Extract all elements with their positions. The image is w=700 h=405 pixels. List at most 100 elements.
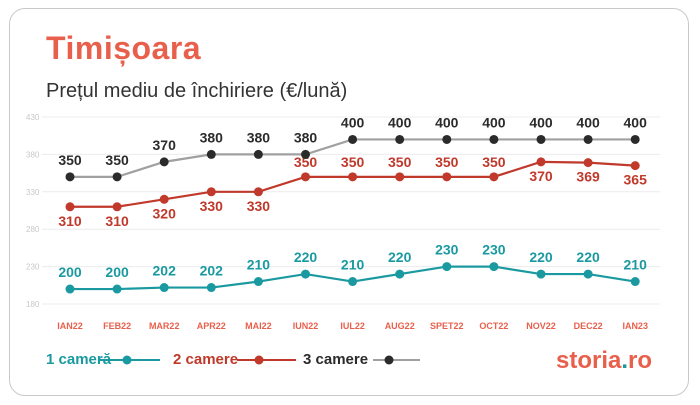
point-s3-mar22 bbox=[159, 157, 169, 167]
data-label-s1-iun22: 220 bbox=[294, 249, 318, 265]
point-s1-aug22 bbox=[395, 269, 405, 279]
point-s1-dec22 bbox=[583, 269, 593, 279]
point-s1-iun22 bbox=[301, 269, 310, 279]
data-label-s3-feb22: 350 bbox=[105, 152, 129, 168]
data-label-s2-iul22: 350 bbox=[341, 154, 365, 170]
point-s2-apr22 bbox=[206, 187, 216, 197]
series-layer: 200 200 202 202 210 220 210 220 230 230 220 220 210 3… bbox=[58, 114, 648, 294]
data-label-s2-dec22: 369 bbox=[576, 169, 600, 185]
point-s2-nov22 bbox=[536, 157, 546, 167]
legend-label-2-camere: 2 camere bbox=[173, 351, 239, 368]
x-tick-ian23: IAN23 bbox=[622, 321, 648, 331]
chart-card bbox=[9, 8, 689, 396]
y-tick-380: 380 bbox=[26, 150, 40, 159]
storia-logo: storia.ro bbox=[556, 347, 653, 374]
x-tick-iul22: IUL22 bbox=[340, 321, 365, 331]
data-label-s1-oct22: 230 bbox=[482, 242, 506, 258]
data-label-s3-iul22: 400 bbox=[341, 114, 365, 130]
point-s2-oct22 bbox=[489, 172, 499, 182]
data-label-s3-ian23: 400 bbox=[624, 114, 648, 130]
data-label-s1-mar22: 202 bbox=[153, 263, 177, 279]
data-label-s2-nov22: 370 bbox=[529, 168, 553, 184]
y-tick-330: 330 bbox=[26, 188, 40, 197]
x-tick-feb22: FEB22 bbox=[103, 321, 131, 331]
data-label-s3-mai22: 380 bbox=[247, 129, 271, 145]
series-1: 200 200 202 202 210 220 210 220 230 230 220 220 210 bbox=[58, 242, 647, 294]
point-s3-iul22 bbox=[348, 134, 358, 144]
point-s3-ian23 bbox=[630, 134, 640, 144]
legend-label-1-camera: 1 cameră bbox=[46, 351, 112, 368]
chart-title: Timișoara bbox=[46, 30, 202, 66]
x-tick-iun22: IUN22 bbox=[293, 321, 319, 331]
legend-dot-1 bbox=[122, 355, 132, 365]
point-s2-ian23 bbox=[630, 161, 640, 171]
data-label-s3-mar22: 370 bbox=[153, 137, 177, 153]
point-s3-feb22 bbox=[112, 172, 122, 182]
point-s1-apr22 bbox=[206, 283, 216, 293]
data-label-s1-nov22: 220 bbox=[529, 249, 553, 265]
legend-label-3-camere: 3 camere bbox=[303, 351, 369, 368]
point-s2-feb22 bbox=[112, 202, 122, 212]
data-label-s1-spet22: 230 bbox=[435, 242, 459, 258]
series-3: 350 350 370 380 380 380 400 400 400 400 400 400 400 bbox=[58, 114, 648, 182]
y-tick-280: 280 bbox=[26, 225, 40, 234]
point-s3-mai22 bbox=[253, 149, 263, 159]
point-s1-mar22 bbox=[159, 283, 169, 293]
point-s2-iul22 bbox=[348, 172, 358, 182]
data-label-s3-oct22: 400 bbox=[482, 114, 506, 130]
data-label-s1-apr22: 202 bbox=[200, 263, 224, 279]
data-label-s2-iun22: 350 bbox=[294, 154, 318, 170]
point-s1-iul22 bbox=[348, 277, 358, 287]
data-label-s2-ian23: 365 bbox=[624, 172, 648, 188]
point-s2-dec22 bbox=[583, 158, 593, 168]
data-label-s2-aug22: 350 bbox=[388, 154, 412, 170]
point-s1-mai22 bbox=[253, 277, 263, 287]
point-s3-ian22 bbox=[65, 172, 75, 182]
series-2: 310 310 320 330 330 350 350 350 350 350 370 369 365 bbox=[58, 154, 647, 229]
x-tick-oct22: OCT22 bbox=[479, 321, 508, 331]
y-tick-180: 180 bbox=[26, 300, 40, 309]
data-label-s1-dec22: 220 bbox=[576, 249, 600, 265]
x-tick-spet22: SPET22 bbox=[430, 321, 464, 331]
point-s1-ian22 bbox=[65, 284, 75, 294]
x-tick-mai22: MAI22 bbox=[245, 321, 272, 331]
data-label-s1-aug22: 220 bbox=[388, 249, 412, 265]
point-s1-feb22 bbox=[112, 284, 122, 294]
data-label-s2-apr22: 330 bbox=[200, 198, 224, 214]
data-label-s3-nov22: 400 bbox=[529, 114, 553, 130]
point-s1-spet22 bbox=[442, 262, 452, 272]
point-s2-iun22 bbox=[301, 172, 310, 182]
data-label-s2-ian22: 310 bbox=[58, 213, 82, 229]
data-label-s3-aug22: 400 bbox=[388, 114, 412, 130]
data-label-s1-iul22: 210 bbox=[341, 257, 365, 273]
data-label-s1-feb22: 200 bbox=[105, 264, 129, 280]
x-tick-mar22: MAR22 bbox=[149, 321, 180, 331]
data-label-s2-feb22: 310 bbox=[105, 213, 129, 229]
x-tick-nov22: NOV22 bbox=[526, 321, 556, 331]
data-label-s1-ian22: 200 bbox=[58, 264, 82, 280]
point-s2-mar22 bbox=[159, 194, 169, 204]
grid-lines bbox=[42, 116, 660, 305]
legend-marks bbox=[100, 355, 420, 365]
y-tick-labels: 430 380 330 280 230 180 bbox=[26, 113, 40, 309]
data-label-s1-ian23: 210 bbox=[624, 257, 648, 273]
data-label-s3-ian22: 350 bbox=[58, 152, 82, 168]
legend-dot-2 bbox=[254, 355, 264, 365]
point-s2-ian22 bbox=[65, 202, 75, 212]
data-label-s3-spet22: 400 bbox=[435, 114, 459, 130]
point-s3-iun22 bbox=[301, 149, 310, 159]
data-label-s1-mai22: 210 bbox=[247, 257, 271, 273]
x-tick-aug22: AUG22 bbox=[385, 321, 415, 331]
point-s1-ian23 bbox=[630, 277, 640, 287]
data-label-s3-iun22: 380 bbox=[294, 129, 318, 145]
data-label-s3-dec22: 400 bbox=[576, 114, 600, 130]
point-s1-oct22 bbox=[489, 262, 499, 272]
point-s3-oct22 bbox=[489, 134, 499, 144]
point-s3-aug22 bbox=[395, 134, 405, 144]
point-s1-nov22 bbox=[536, 269, 546, 279]
y-tick-430: 430 bbox=[26, 113, 40, 122]
point-s2-aug22 bbox=[395, 172, 405, 182]
chart-subtitle: Prețul mediu de închiriere (€/lună) bbox=[46, 80, 348, 102]
data-label-s2-mai22: 330 bbox=[247, 198, 271, 214]
